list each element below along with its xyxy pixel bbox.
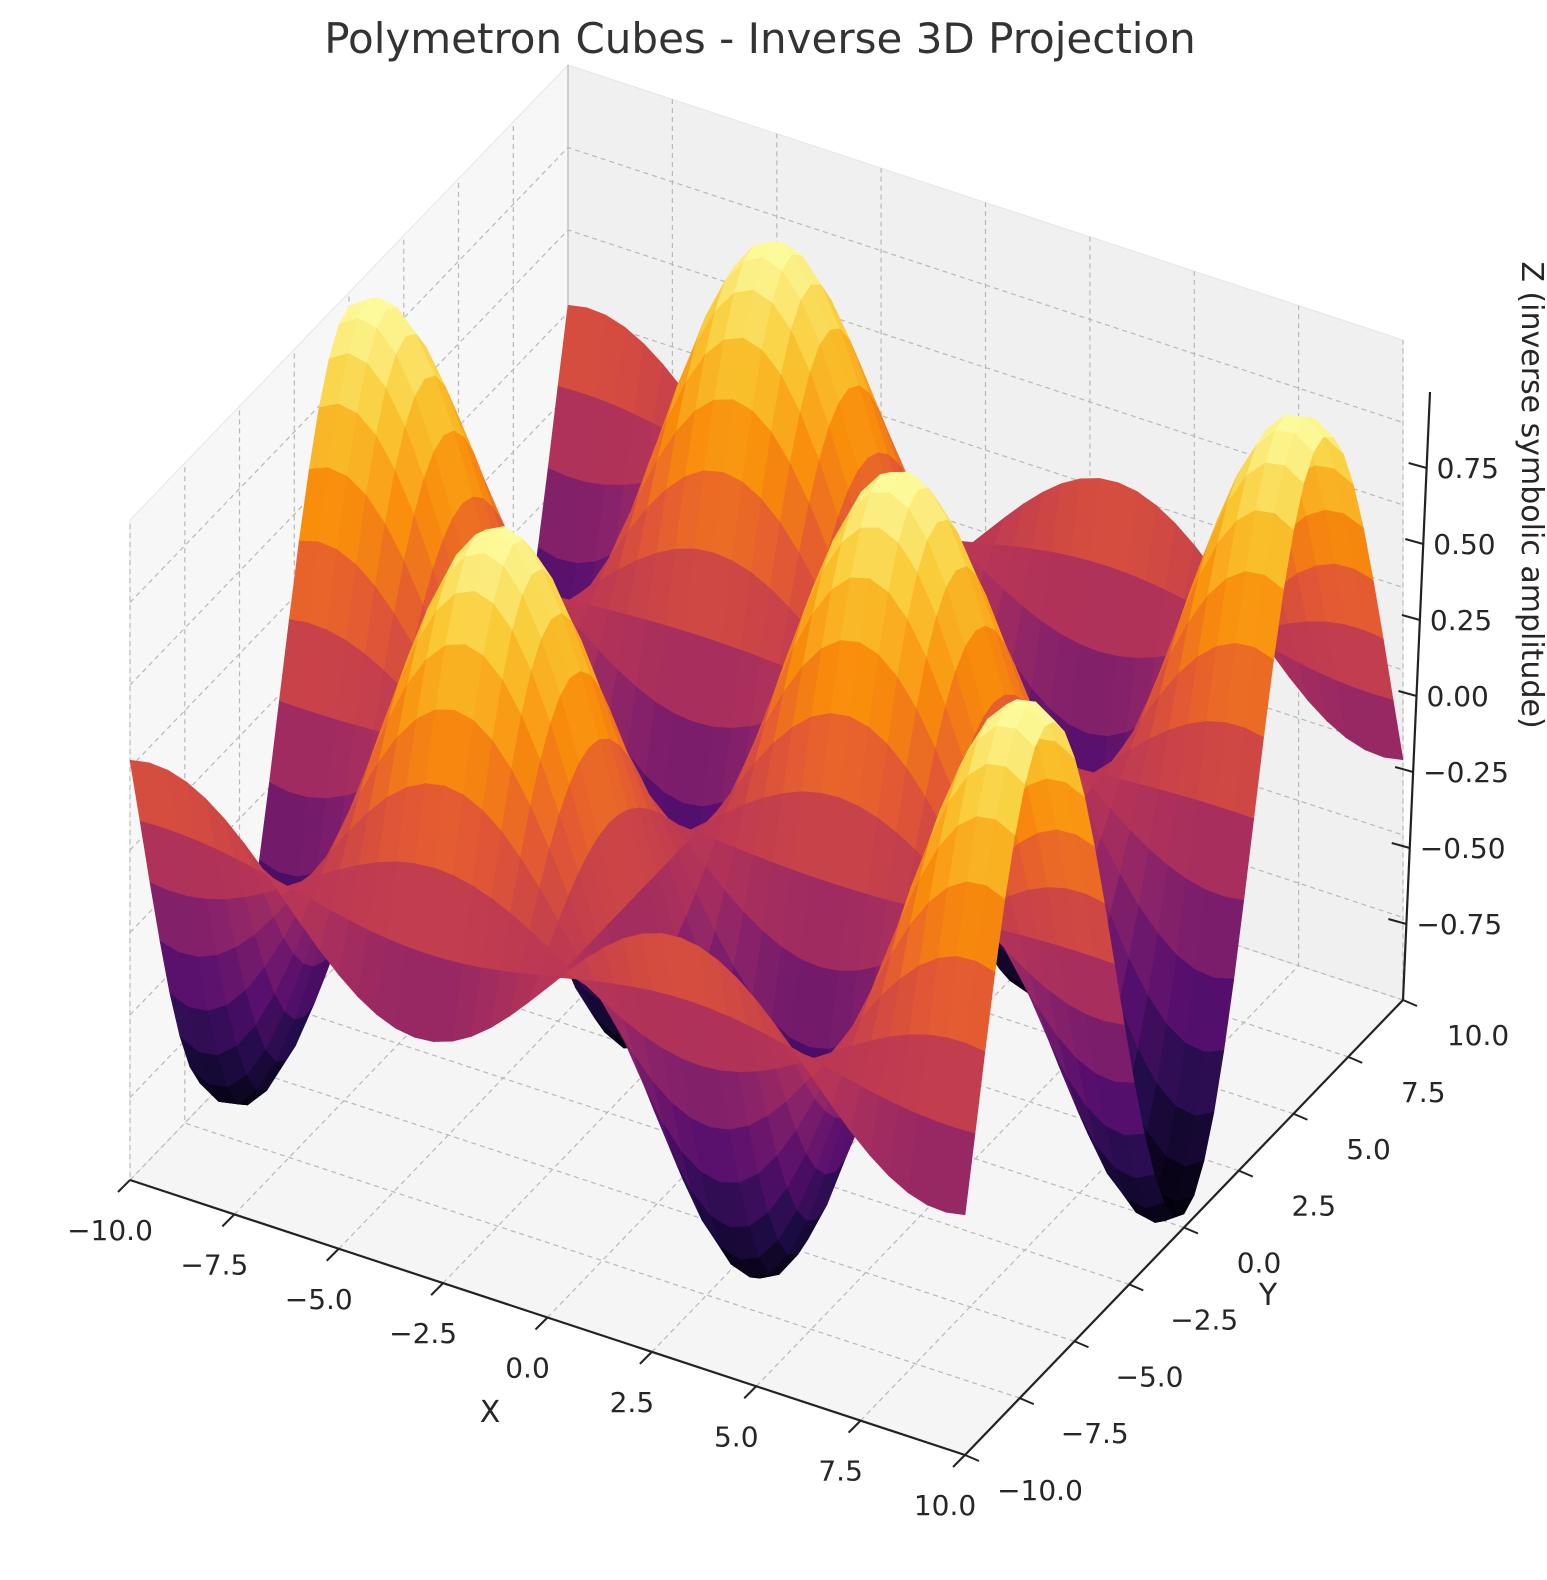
z-tick-label: −0.75 xyxy=(1416,908,1502,941)
x-tick xyxy=(952,1454,966,1468)
x-tick xyxy=(639,1351,653,1365)
x-tick-label: 5.0 xyxy=(714,1420,759,1453)
x-tick xyxy=(221,1213,236,1228)
y-tick xyxy=(1402,999,1418,1007)
surface-mesh xyxy=(129,241,1404,1279)
z-tick-label: 0.50 xyxy=(1433,528,1495,561)
y-tick-label: 5.0 xyxy=(1346,1133,1391,1166)
y-tick xyxy=(1019,1397,1035,1406)
z-axis-label: Z (inverse symbolic amplitude) xyxy=(1514,261,1547,728)
grid-line-z xyxy=(129,146,1404,603)
y-tick-label: −5.0 xyxy=(1116,1360,1184,1393)
y-tick xyxy=(1128,1283,1144,1292)
x-tick-label: 2.5 xyxy=(610,1386,655,1419)
x-tick-label: −7.5 xyxy=(180,1248,248,1281)
y-tick xyxy=(1183,1226,1199,1235)
x-tick-label: 10.0 xyxy=(914,1489,976,1522)
y-axis-label: Y xyxy=(1258,1278,1278,1313)
x-tick xyxy=(847,1419,862,1434)
surface-facet xyxy=(945,1127,976,1216)
z-tick xyxy=(1394,766,1414,773)
x-tick-label: 0.0 xyxy=(505,1352,550,1385)
x-tick-label: −5.0 xyxy=(285,1283,353,1316)
y-tick xyxy=(1238,1169,1254,1178)
z-tick xyxy=(1391,842,1411,849)
z-tick xyxy=(1404,538,1424,545)
y-tick xyxy=(1074,1340,1089,1349)
tick-labels: −10.0−7.5−5.0−2.50.02.55.07.510.0 −10.0−7… xyxy=(67,452,1509,1522)
y-tick-label: 10.0 xyxy=(1447,1019,1509,1052)
chart-title: Polymetron Cubes - Inverse 3D Projection xyxy=(324,14,1196,63)
x-tick-label: −10.0 xyxy=(67,1214,153,1247)
x-axis-label: X xyxy=(480,1395,501,1430)
y-tick xyxy=(1293,1112,1308,1121)
y-tick xyxy=(964,1454,980,1462)
z-tick xyxy=(1398,690,1417,697)
x-tick-label: −2.5 xyxy=(389,1317,457,1350)
x-tick xyxy=(326,1248,340,1262)
x-tick-label: 7.5 xyxy=(818,1455,863,1488)
x-tick xyxy=(534,1316,549,1331)
y-tick-label: −10.0 xyxy=(997,1474,1083,1507)
y-tick-label: 0.0 xyxy=(1237,1247,1282,1280)
z-tick xyxy=(1388,918,1407,925)
x-tick xyxy=(117,1179,131,1193)
z-tick xyxy=(1401,614,1421,621)
z-tick xyxy=(1408,462,1427,469)
z-tick-label: 0.75 xyxy=(1437,452,1499,485)
z-tick-label: −0.50 xyxy=(1420,832,1506,865)
y-tick-label: −2.5 xyxy=(1170,1303,1238,1336)
y-tick-label: −7.5 xyxy=(1061,1417,1129,1450)
z-tick-label: −0.25 xyxy=(1423,756,1509,789)
grid-line-z xyxy=(129,229,1404,686)
z-tick-label: 0.00 xyxy=(1427,680,1489,713)
z-tick-label: 0.25 xyxy=(1430,604,1492,637)
y-tick-label: 2.5 xyxy=(1291,1190,1336,1223)
x-tick xyxy=(430,1282,444,1296)
y-tick-label: 7.5 xyxy=(1401,1076,1446,1109)
x-tick xyxy=(743,1385,757,1399)
y-tick xyxy=(1347,1055,1363,1064)
